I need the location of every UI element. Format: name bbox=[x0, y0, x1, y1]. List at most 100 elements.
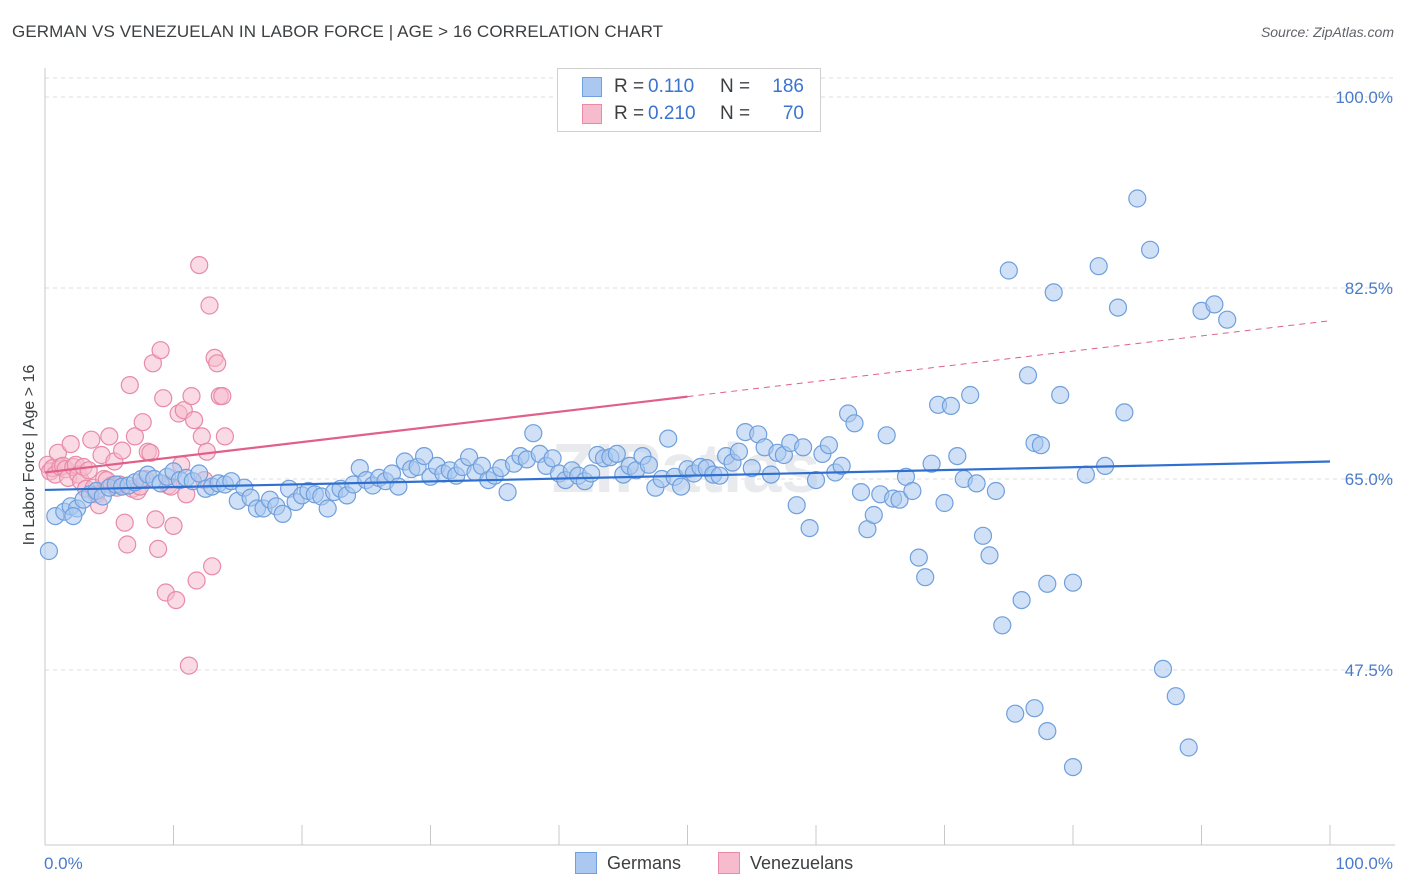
german-point bbox=[524, 424, 543, 443]
venezuelan-point bbox=[200, 296, 219, 315]
german-point bbox=[986, 481, 1006, 501]
german-point bbox=[64, 506, 83, 526]
german-point bbox=[851, 483, 871, 502]
german-point bbox=[190, 464, 209, 483]
german-point bbox=[1038, 574, 1057, 593]
legend-r-label: R = bbox=[614, 103, 645, 124]
legend: R = 0.110 N = 186 R = 0.210 N = 70 bbox=[557, 68, 821, 132]
bottom-legend-venezuelans: Venezuelans bbox=[718, 852, 853, 874]
y-axis-label: In Labor Force | Age > 16 bbox=[21, 365, 38, 546]
german-point bbox=[729, 442, 749, 461]
german-point bbox=[903, 481, 922, 501]
y-tick-label: 65.0% bbox=[1345, 470, 1393, 489]
legend-n-label: N = bbox=[720, 76, 751, 97]
venezuelan-point bbox=[192, 427, 211, 446]
german-point bbox=[1153, 659, 1173, 679]
venezuelan-point bbox=[61, 435, 80, 454]
venezuelan-point bbox=[208, 354, 227, 373]
german-point bbox=[916, 568, 935, 587]
german-point bbox=[1108, 298, 1128, 317]
german-point bbox=[1166, 687, 1185, 706]
tick-labels: 100.0% 82.5% 65.0% 47.5% 0.0% 100.0% bbox=[44, 88, 1393, 873]
legend-swatch-germans bbox=[582, 77, 602, 97]
german-point bbox=[993, 616, 1012, 635]
german-point bbox=[819, 436, 839, 455]
y-tick-label: 47.5% bbox=[1345, 661, 1393, 680]
germans-trend-line bbox=[44, 460, 1331, 492]
german-point bbox=[909, 548, 928, 567]
venezuelans-trend-line bbox=[44, 395, 688, 474]
german-point bbox=[1140, 240, 1160, 259]
y-tick-label: 82.5% bbox=[1345, 279, 1393, 298]
german-point bbox=[1006, 704, 1025, 723]
german-point bbox=[1179, 738, 1198, 757]
german-point bbox=[1012, 590, 1031, 610]
german-point bbox=[1044, 283, 1063, 302]
german-point bbox=[922, 454, 941, 473]
german-point bbox=[273, 504, 292, 524]
venezuelan-point bbox=[141, 443, 160, 462]
venezuelan-point bbox=[182, 387, 201, 406]
venezuelan-point bbox=[190, 256, 209, 275]
german-point bbox=[806, 471, 826, 490]
german-point bbox=[1218, 310, 1237, 329]
legend-r-value: 0.110 bbox=[648, 76, 695, 97]
german-point bbox=[877, 426, 896, 445]
venezuelan-point bbox=[120, 376, 139, 395]
bottom-legend-label-venezuelans: Venezuelans bbox=[750, 852, 854, 873]
source-label: Source: ZipAtlas.com bbox=[1260, 24, 1394, 40]
venezuelans-points bbox=[38, 256, 234, 675]
legend-swatch-venezuelans bbox=[582, 104, 602, 124]
german-point bbox=[1051, 385, 1070, 405]
german-point bbox=[607, 444, 626, 463]
legend-n-value: 186 bbox=[772, 76, 804, 97]
german-point bbox=[890, 490, 909, 509]
german-point bbox=[1025, 699, 1044, 718]
german-point bbox=[1038, 721, 1057, 741]
trend-lines bbox=[44, 320, 1331, 492]
venezuelan-point bbox=[185, 411, 204, 430]
german-point bbox=[1018, 366, 1038, 385]
german-point bbox=[1063, 573, 1083, 592]
venezuelan-point bbox=[203, 557, 222, 576]
venezuelan-point bbox=[118, 535, 137, 554]
german-point bbox=[999, 261, 1018, 280]
chart-title: GERMAN VS VENEZUELAN IN LABOR FORCE | AG… bbox=[12, 22, 664, 41]
bottom-legend-label-germans: Germans bbox=[607, 852, 682, 873]
german-point bbox=[948, 447, 967, 466]
german-point bbox=[415, 447, 434, 466]
german-point bbox=[1063, 757, 1083, 777]
venezuelan-point bbox=[115, 513, 134, 532]
legend-n-label: N = bbox=[720, 103, 751, 124]
german-point bbox=[800, 518, 819, 538]
german-point bbox=[543, 449, 562, 468]
german-point bbox=[1205, 295, 1224, 314]
venezuelan-point bbox=[167, 590, 186, 610]
venezuelan-point bbox=[179, 656, 198, 675]
venezuelan-point bbox=[133, 413, 152, 432]
bottom-legend-germans: Germans bbox=[575, 852, 681, 874]
venezuelans-trend-extension bbox=[687, 320, 1331, 398]
german-point bbox=[1089, 257, 1108, 276]
bottom-legend-swatch-venezuelans bbox=[718, 852, 740, 874]
venezuelan-point bbox=[213, 387, 232, 406]
bottom-legend-swatch-germans bbox=[575, 852, 597, 874]
german-point bbox=[742, 459, 761, 478]
german-point bbox=[659, 429, 678, 448]
german-point bbox=[961, 385, 980, 405]
german-point bbox=[39, 541, 59, 561]
x-tick-label: 100.0% bbox=[1335, 854, 1393, 873]
venezuelan-point bbox=[149, 539, 168, 559]
german-point bbox=[864, 505, 883, 525]
legend-n-value: 70 bbox=[782, 103, 804, 124]
venezuelan-point bbox=[100, 427, 119, 446]
legend-row-germans: R = 0.110 N = 186 bbox=[582, 74, 804, 100]
german-point bbox=[460, 448, 479, 467]
german-point bbox=[935, 493, 954, 513]
german-point bbox=[941, 396, 961, 415]
german-point bbox=[787, 496, 806, 515]
german-point bbox=[639, 455, 659, 474]
german-point bbox=[973, 526, 993, 545]
venezuelan-point bbox=[164, 516, 183, 536]
